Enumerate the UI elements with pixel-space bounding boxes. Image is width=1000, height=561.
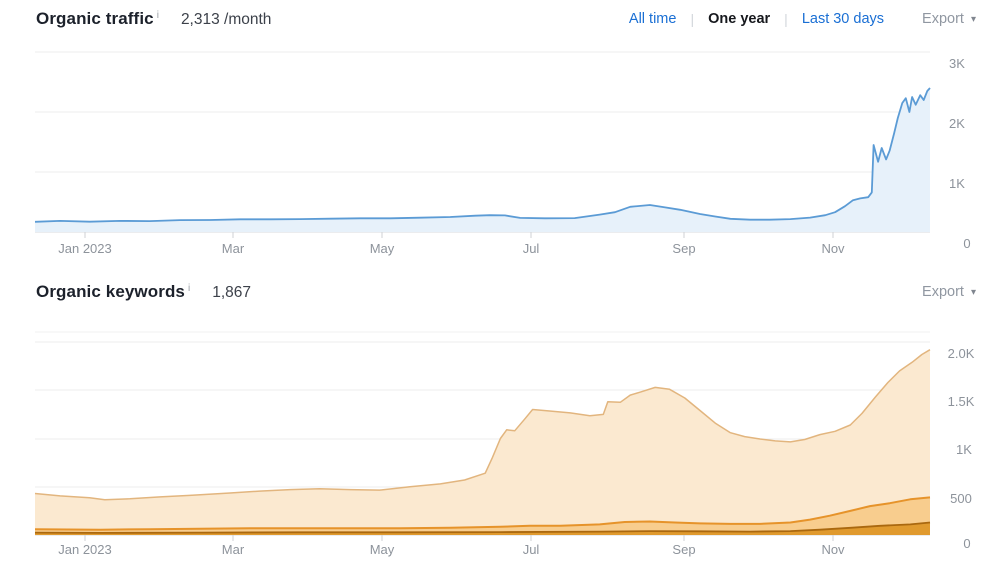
x-axis-ticks [84,232,834,238]
tab-all-time[interactable]: All time [628,11,677,27]
keywords-light-line [34,349,931,501]
organic-keywords-title: Organic keywords [36,282,185,301]
x-tick-label: May [370,542,395,557]
organic-keywords-chart[interactable]: 2.0K 1.5K 1K 500 0 Jan 2023 Mar May Jul … [0,325,1000,561]
keywords-medium-line [34,496,931,531]
x-tick-label: Nov [821,542,845,557]
x-tick-label: Sep [672,542,695,557]
keywords-controls: Export ▾ [884,284,976,300]
organic-traffic-value: 2,313 /month [180,11,272,28]
x-tick-label: Jul [523,241,540,256]
keywords-dark-line [34,521,931,534]
y-tick-label: 2.0K [948,346,975,361]
y-tick-label: 0 [963,536,970,551]
x-tick-label: Sep [672,241,695,256]
organic-traffic-line [34,87,931,223]
keywords-light-area [35,349,930,535]
caret-down-icon: ▾ [970,286,976,298]
keywords-medium-area [35,497,930,535]
x-tick-label: May [370,241,395,256]
x-tick-label: Mar [222,241,245,256]
organic-traffic-title-group: Organic traffic i 2,313 /month [36,9,271,29]
x-tick-label: Jul [523,542,540,557]
tab-last-30-days[interactable]: Last 30 days [801,11,885,27]
organic-keywords-title-group: Organic keywords i 1,867 [36,282,251,302]
export-button[interactable]: Export ▾ [922,11,976,27]
x-tick-label: Nov [821,241,845,256]
x-tick-label: Jan 2023 [58,241,112,256]
caret-down-icon: ▾ [970,13,976,25]
organic-traffic-area [35,88,930,232]
y-tick-label: 1K [956,442,972,457]
y-tick-label: 2K [949,116,965,131]
y-tick-label: 500 [950,491,972,506]
organic-traffic-title: Organic traffic [36,9,154,28]
export-label: Export [922,11,964,27]
y-tick-label: 3K [949,56,965,71]
info-icon[interactable]: i [188,283,191,294]
y-tick-label: 1.5K [948,394,975,409]
tab-one-year[interactable]: One year [708,11,771,27]
y-tick-label: 0 [963,236,970,251]
tab-separator: | [784,11,788,27]
traffic-controls: All time | One year | Last 30 days Expor… [629,11,976,27]
x-tick-label: Jan 2023 [58,542,112,557]
export-label: Export [922,284,964,300]
organic-keywords-header: Organic keywords i 1,867 Export ▾ [36,282,976,302]
y-tick-label: 1K [949,176,965,191]
x-tick-label: Mar [222,542,245,557]
organic-traffic-chart[interactable]: 3K 2K 1K 0 Jan 2023 Mar May Jul Sep Nov [0,45,1000,260]
info-icon[interactable]: i [156,10,159,21]
organic-traffic-header: Organic traffic i 2,313 /month All time … [36,9,976,29]
tab-separator: | [690,11,695,27]
export-button[interactable]: Export ▾ [922,284,976,300]
organic-keywords-value: 1,867 [212,284,252,301]
x-axis-ticks [84,535,834,541]
